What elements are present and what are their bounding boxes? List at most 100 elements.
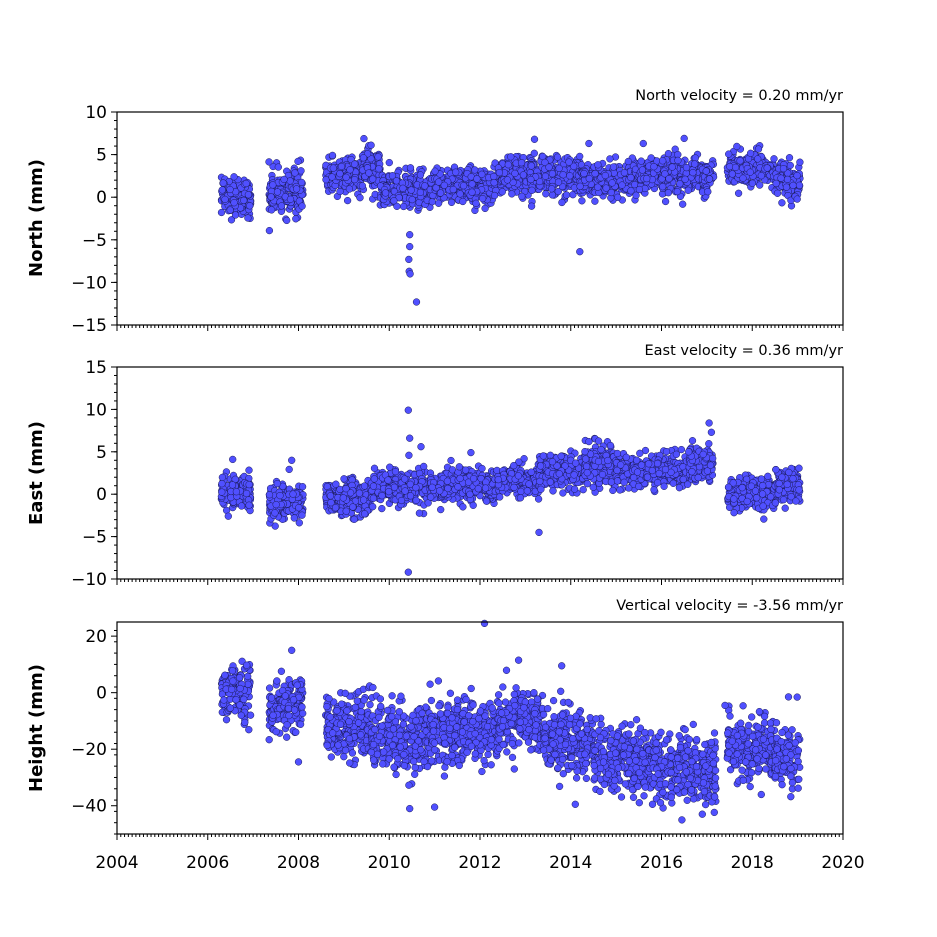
data-point — [339, 494, 347, 502]
data-point — [638, 166, 647, 174]
data-point — [331, 504, 340, 512]
data-point — [245, 480, 253, 489]
data-point — [562, 191, 571, 199]
data-point — [385, 487, 393, 496]
data-point — [704, 188, 712, 196]
data-point — [530, 149, 538, 157]
data-point — [606, 441, 615, 450]
data-point — [459, 503, 467, 511]
data-point — [289, 490, 297, 498]
data-point — [231, 211, 240, 219]
data-point — [736, 157, 744, 165]
data-point — [273, 479, 281, 488]
data-point — [390, 197, 398, 205]
data-point — [548, 458, 557, 466]
data-point — [343, 196, 352, 205]
north-velocity-label: North velocity = 0.20 mm/yr — [635, 88, 843, 104]
data-point — [582, 462, 591, 471]
data-point — [218, 186, 226, 194]
data-point — [242, 489, 251, 498]
data-point — [217, 208, 226, 217]
outlier-point — [406, 242, 414, 251]
data-point — [746, 168, 754, 176]
data-point — [637, 157, 645, 165]
data-point — [452, 168, 460, 176]
data-point — [378, 504, 386, 513]
data-point — [355, 489, 364, 497]
data-point — [627, 173, 635, 182]
data-point — [378, 492, 386, 500]
data-point — [337, 162, 346, 171]
data-point — [381, 189, 390, 197]
data-point — [297, 167, 305, 175]
data-point — [594, 437, 603, 445]
data-point — [361, 510, 369, 518]
data-point — [511, 169, 519, 178]
data-point — [408, 195, 416, 204]
north-points — [217, 134, 804, 306]
data-point — [528, 186, 536, 194]
data-point — [570, 471, 578, 479]
data-point — [412, 496, 420, 504]
data-point — [336, 187, 344, 196]
data-point — [420, 462, 428, 471]
data-point — [702, 167, 710, 175]
data-point — [365, 169, 373, 177]
data-point — [635, 185, 644, 194]
data-point — [454, 483, 462, 491]
data-point — [558, 198, 566, 207]
data-point — [447, 198, 456, 207]
data-point — [725, 150, 733, 158]
data-point — [342, 485, 350, 493]
data-point — [298, 483, 307, 491]
data-point — [342, 507, 350, 515]
data-point — [778, 199, 786, 207]
outlier-point — [406, 270, 414, 278]
data-point — [405, 451, 413, 459]
data-point — [783, 175, 792, 184]
data-point — [346, 166, 354, 174]
data-point — [679, 200, 687, 208]
data-point — [350, 175, 359, 184]
data-point — [519, 171, 528, 179]
data-point — [359, 154, 368, 162]
data-point — [498, 188, 506, 196]
data-point — [245, 501, 253, 509]
data-point — [557, 452, 565, 460]
data-point — [793, 171, 801, 180]
data-point — [447, 456, 455, 465]
data-point — [406, 492, 415, 500]
data-point — [604, 456, 612, 465]
data-point — [290, 514, 298, 522]
data-point — [449, 185, 457, 194]
data-point — [594, 457, 603, 466]
data-point — [285, 465, 293, 474]
data-point — [539, 452, 547, 460]
data-point — [490, 179, 498, 187]
data-point — [542, 190, 550, 198]
y-tick-label: −5 — [82, 231, 107, 251]
data-point — [416, 188, 425, 197]
data-point — [272, 500, 280, 509]
data-point — [728, 170, 736, 178]
data-point — [523, 487, 531, 495]
data-point — [559, 171, 567, 179]
data-point — [507, 153, 515, 161]
data-point — [462, 466, 470, 474]
east-axis-label: East (mm) — [26, 421, 47, 525]
data-point — [548, 191, 556, 199]
data-point — [536, 462, 545, 470]
data-point — [754, 155, 762, 163]
east-velocity-label: East velocity = 0.36 mm/yr — [644, 343, 843, 359]
y-tick-label: 10 — [85, 103, 107, 123]
data-point — [482, 497, 491, 505]
data-point — [244, 191, 253, 199]
data-point — [286, 195, 295, 203]
data-point — [298, 511, 306, 519]
data-point — [369, 175, 377, 183]
data-point — [218, 488, 226, 496]
data-point — [242, 179, 250, 188]
data-point — [580, 169, 588, 178]
data-point — [265, 226, 274, 235]
